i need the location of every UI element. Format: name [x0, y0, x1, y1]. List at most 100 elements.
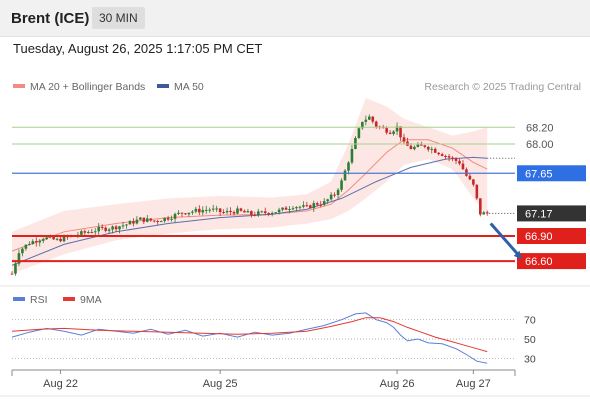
forecast-arrow-shaft	[489, 222, 520, 256]
candle-body	[17, 253, 21, 264]
candle-body	[447, 156, 451, 158]
candle-body	[347, 162, 350, 171]
candle-body	[277, 209, 281, 213]
level-box-3	[517, 205, 586, 222]
legend-9ma: 9MA	[63, 294, 102, 306]
candle-body	[291, 208, 295, 210]
candle-body	[24, 244, 28, 249]
candle-body	[395, 126, 399, 132]
candle-body	[111, 226, 114, 230]
candle-body	[451, 157, 454, 159]
candle-body	[329, 194, 333, 200]
candle-body	[246, 211, 250, 213]
bollinger-band	[12, 98, 488, 274]
candle-body	[250, 211, 253, 215]
level-box-2	[517, 165, 586, 182]
level-box-5	[517, 253, 586, 270]
candle-body	[465, 169, 468, 176]
candle-body	[14, 263, 17, 274]
candle-body	[326, 199, 329, 202]
legend-ma50: MA 50	[157, 81, 204, 93]
level-label-4: 66.90	[525, 231, 553, 243]
rsi-tick-70: 70	[524, 315, 536, 327]
rsi-line	[11, 312, 488, 364]
candle-body	[385, 128, 388, 133]
candle-body	[236, 208, 239, 214]
candle-body	[423, 145, 427, 147]
candle-body	[128, 221, 132, 225]
candle-body	[28, 244, 31, 246]
candle-body	[38, 240, 42, 243]
timeframe-button[interactable]: 30 MIN	[92, 7, 145, 29]
candle-body	[368, 116, 371, 120]
candle-body	[59, 238, 62, 242]
candle-body	[184, 213, 187, 215]
candle-body	[437, 152, 440, 155]
x-tick-label-2: Aug 26	[380, 378, 415, 390]
candle-body	[100, 226, 104, 228]
candle-body	[152, 220, 156, 222]
level-box-4	[517, 228, 586, 244]
candle-body	[83, 231, 87, 233]
candle-body	[305, 205, 309, 207]
candle-body	[31, 241, 35, 245]
candle-body	[180, 212, 184, 214]
level-label-0: 68.20	[526, 122, 554, 134]
candle-body	[274, 212, 277, 214]
candle-body	[485, 212, 489, 214]
candle-body	[468, 175, 472, 180]
candle-body	[177, 212, 180, 214]
candle-body	[121, 225, 125, 227]
candle-body	[340, 180, 343, 190]
candle-body	[319, 204, 323, 206]
candle-body	[479, 198, 482, 215]
level-label-5: 66.60	[525, 256, 553, 268]
candle-body	[253, 214, 257, 216]
candle-body	[156, 221, 159, 223]
candle-body	[420, 144, 423, 146]
candle-body	[225, 210, 229, 213]
candle-body	[413, 146, 416, 150]
candle-body	[322, 201, 326, 205]
candle-body	[333, 194, 336, 196]
header-bar: Brent (ICE) 30 MIN	[0, 0, 590, 37]
candle-body	[187, 212, 191, 215]
legend-rsi: RSI	[13, 294, 48, 306]
candle-body	[357, 128, 361, 138]
candle-body	[288, 209, 291, 211]
candle-body	[475, 184, 479, 199]
candle-body	[80, 231, 83, 235]
candle-body	[388, 132, 392, 134]
candle-body	[201, 210, 205, 213]
legend-label-rsi: RSI	[30, 294, 48, 306]
candle-body	[433, 148, 437, 153]
candle-body	[208, 209, 212, 211]
x-tick-label-0: Aug 22	[43, 378, 78, 390]
legend-swatch-rsi	[13, 297, 25, 302]
candle-body	[118, 226, 121, 230]
candle-body	[87, 232, 90, 234]
candle-body	[361, 121, 364, 129]
candle-body	[107, 229, 111, 231]
candle-body	[218, 208, 222, 213]
candle-body	[194, 208, 198, 212]
candle-body	[416, 144, 420, 147]
candle-body	[295, 207, 298, 209]
candle-body	[163, 217, 166, 222]
candle-body	[114, 226, 118, 230]
candle-body	[343, 170, 347, 181]
x-tick-label-1: Aug 25	[203, 378, 238, 390]
candle-body	[472, 179, 475, 185]
candle-body	[45, 237, 48, 240]
candle-body	[97, 226, 101, 232]
candle-body	[198, 208, 201, 213]
candle-body	[392, 131, 395, 134]
level-label-2: 67.65	[525, 168, 553, 180]
candle-body	[125, 224, 128, 226]
candle-body	[409, 145, 413, 150]
candle-body	[284, 207, 288, 210]
candle-body	[302, 205, 305, 207]
candle-body	[170, 218, 173, 220]
candle-body	[211, 208, 215, 210]
